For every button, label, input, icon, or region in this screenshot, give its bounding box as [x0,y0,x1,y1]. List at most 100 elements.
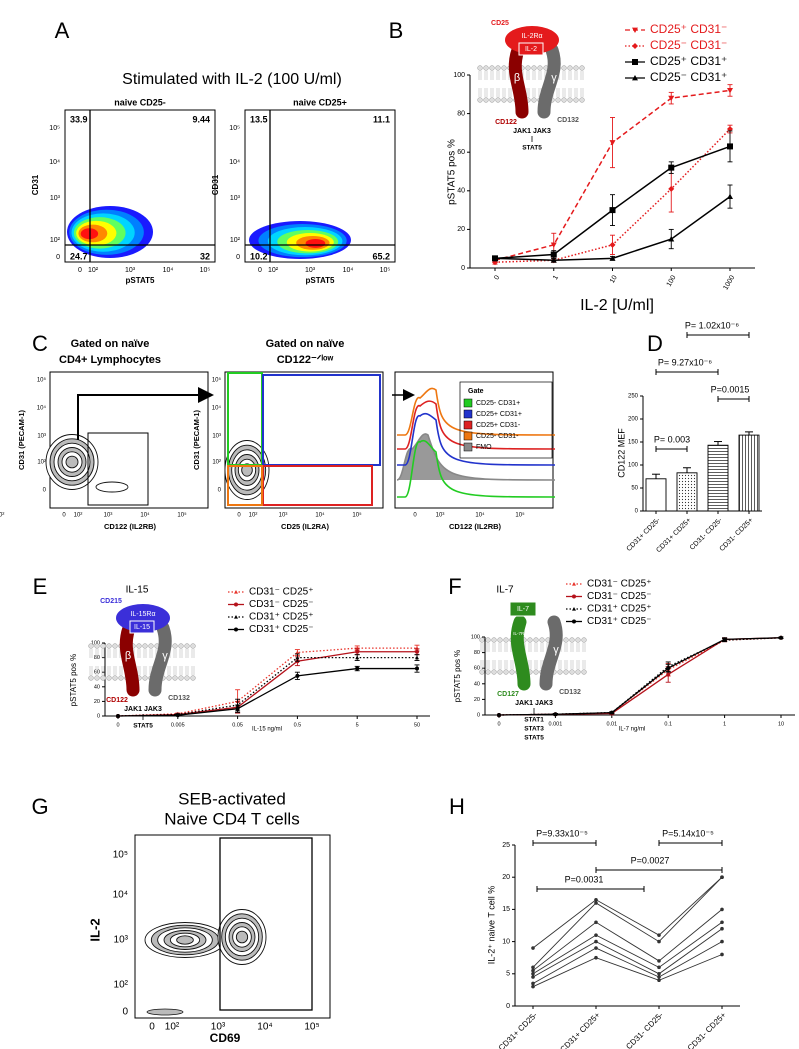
label: naive CD25+ [293,97,347,107]
y-tick-label: 10⁴ [49,159,60,166]
legend-label: CD25⁻ CD31⁺ [650,70,727,84]
marker [594,901,598,905]
lipid-head [575,637,581,643]
y-tick-label: 0 [218,488,222,494]
y-tick-label: 80 [474,650,480,656]
marker [657,939,661,944]
x-tick-label: 10⁵ [177,512,187,519]
label: IL-7 [517,606,529,613]
marker [594,939,598,944]
legend-label: CD31⁺ CD25⁻ [587,616,651,627]
lipid-head [539,637,545,643]
marker [632,59,638,65]
lipid-head [495,65,501,71]
y-tick-label: 0 [97,713,100,719]
marker [572,619,576,624]
label: CD69 [210,1031,241,1045]
marker [295,655,300,660]
lipid-head [477,65,483,71]
x-tick-label: 10³ [125,267,136,274]
label: IL-15Rα [130,611,155,618]
lipid-head [509,669,515,675]
y-tick-label: 60 [457,149,465,156]
lipid-head [495,97,501,103]
bar [707,444,729,512]
marker [234,590,238,594]
y-axis-label: IL-2⁺ naive T cell % [486,886,496,964]
label: 33.9 [70,114,88,124]
marker [531,965,535,970]
x-tick-label: 0.01 [606,721,617,727]
y-tick-label: 0 [236,254,240,261]
y-tick-label: 80 [457,110,465,117]
marker [572,582,576,586]
legend-swatch [463,431,473,441]
y-tick-label: 10³ [212,434,221,440]
lipid-head [497,637,503,643]
lipid-head [557,669,563,675]
marker [609,140,616,146]
marker [609,710,614,715]
marker [116,714,120,718]
panel-label: G [31,794,48,819]
lipid-head [573,65,579,71]
label: 10⁴ [475,512,485,519]
gate [227,465,263,506]
marker [668,95,675,102]
x-tick-label: 1 [552,274,560,281]
lipid-head [178,675,184,681]
marker [722,637,727,642]
label: CD25+ CD31+ [476,411,522,418]
x-tick-label: 0 [62,513,66,519]
lipid-head [172,643,178,649]
frame [49,371,209,509]
x-tick-label: 100 [666,274,678,288]
label: CD215 [100,598,122,605]
cytokine-box [518,42,544,56]
legend-swatch [463,420,473,430]
x-tick-label: 50 [414,722,420,728]
receptor-chain [148,621,172,697]
lipid-head [503,669,509,675]
receptor-chain [119,621,140,697]
marker [295,650,300,655]
legend-label: CD31⁻ CD25⁻ [587,591,651,602]
gate-arrow [77,387,214,440]
marker [497,713,501,717]
marker [295,673,300,678]
contour [65,455,79,469]
lipid-head [503,637,509,643]
x-tick-label: 10⁵ [380,267,391,274]
label: CD31 [211,174,220,195]
marker [609,207,616,214]
receptor-chain [508,43,529,119]
marker [720,939,724,944]
annotation: P= 1.02x10⁻⁶ [685,320,740,330]
marker [550,257,557,263]
lipid-head [100,675,106,681]
x-tick-label: 10² [268,267,279,274]
lipid-head [94,675,100,681]
lipid-head [100,643,106,649]
lipid-head [136,643,142,649]
y-tick-label: 40 [457,188,465,195]
marker [531,984,535,989]
x-axis-label: IL-15 ng/ml [252,727,282,733]
marker [666,672,671,677]
marker [492,255,498,261]
marker [657,978,661,983]
y-tick-label: 10³ [50,195,61,202]
marker [531,946,535,950]
lipid-head [563,637,569,643]
annotation: P=0.0027 [631,855,670,865]
x-tick-label: 0 [493,274,501,281]
y-tick-label: 200 [628,417,639,423]
label: pSTAT5 [305,276,335,285]
marker [720,875,724,879]
y-axis-label: pSTAT5 pos % [69,654,78,707]
x-tick-label: 0.001 [549,721,563,727]
label: γ [551,72,557,84]
marker [355,655,360,660]
y-tick-label: 10 [502,938,510,945]
panel-label: E [33,574,48,599]
